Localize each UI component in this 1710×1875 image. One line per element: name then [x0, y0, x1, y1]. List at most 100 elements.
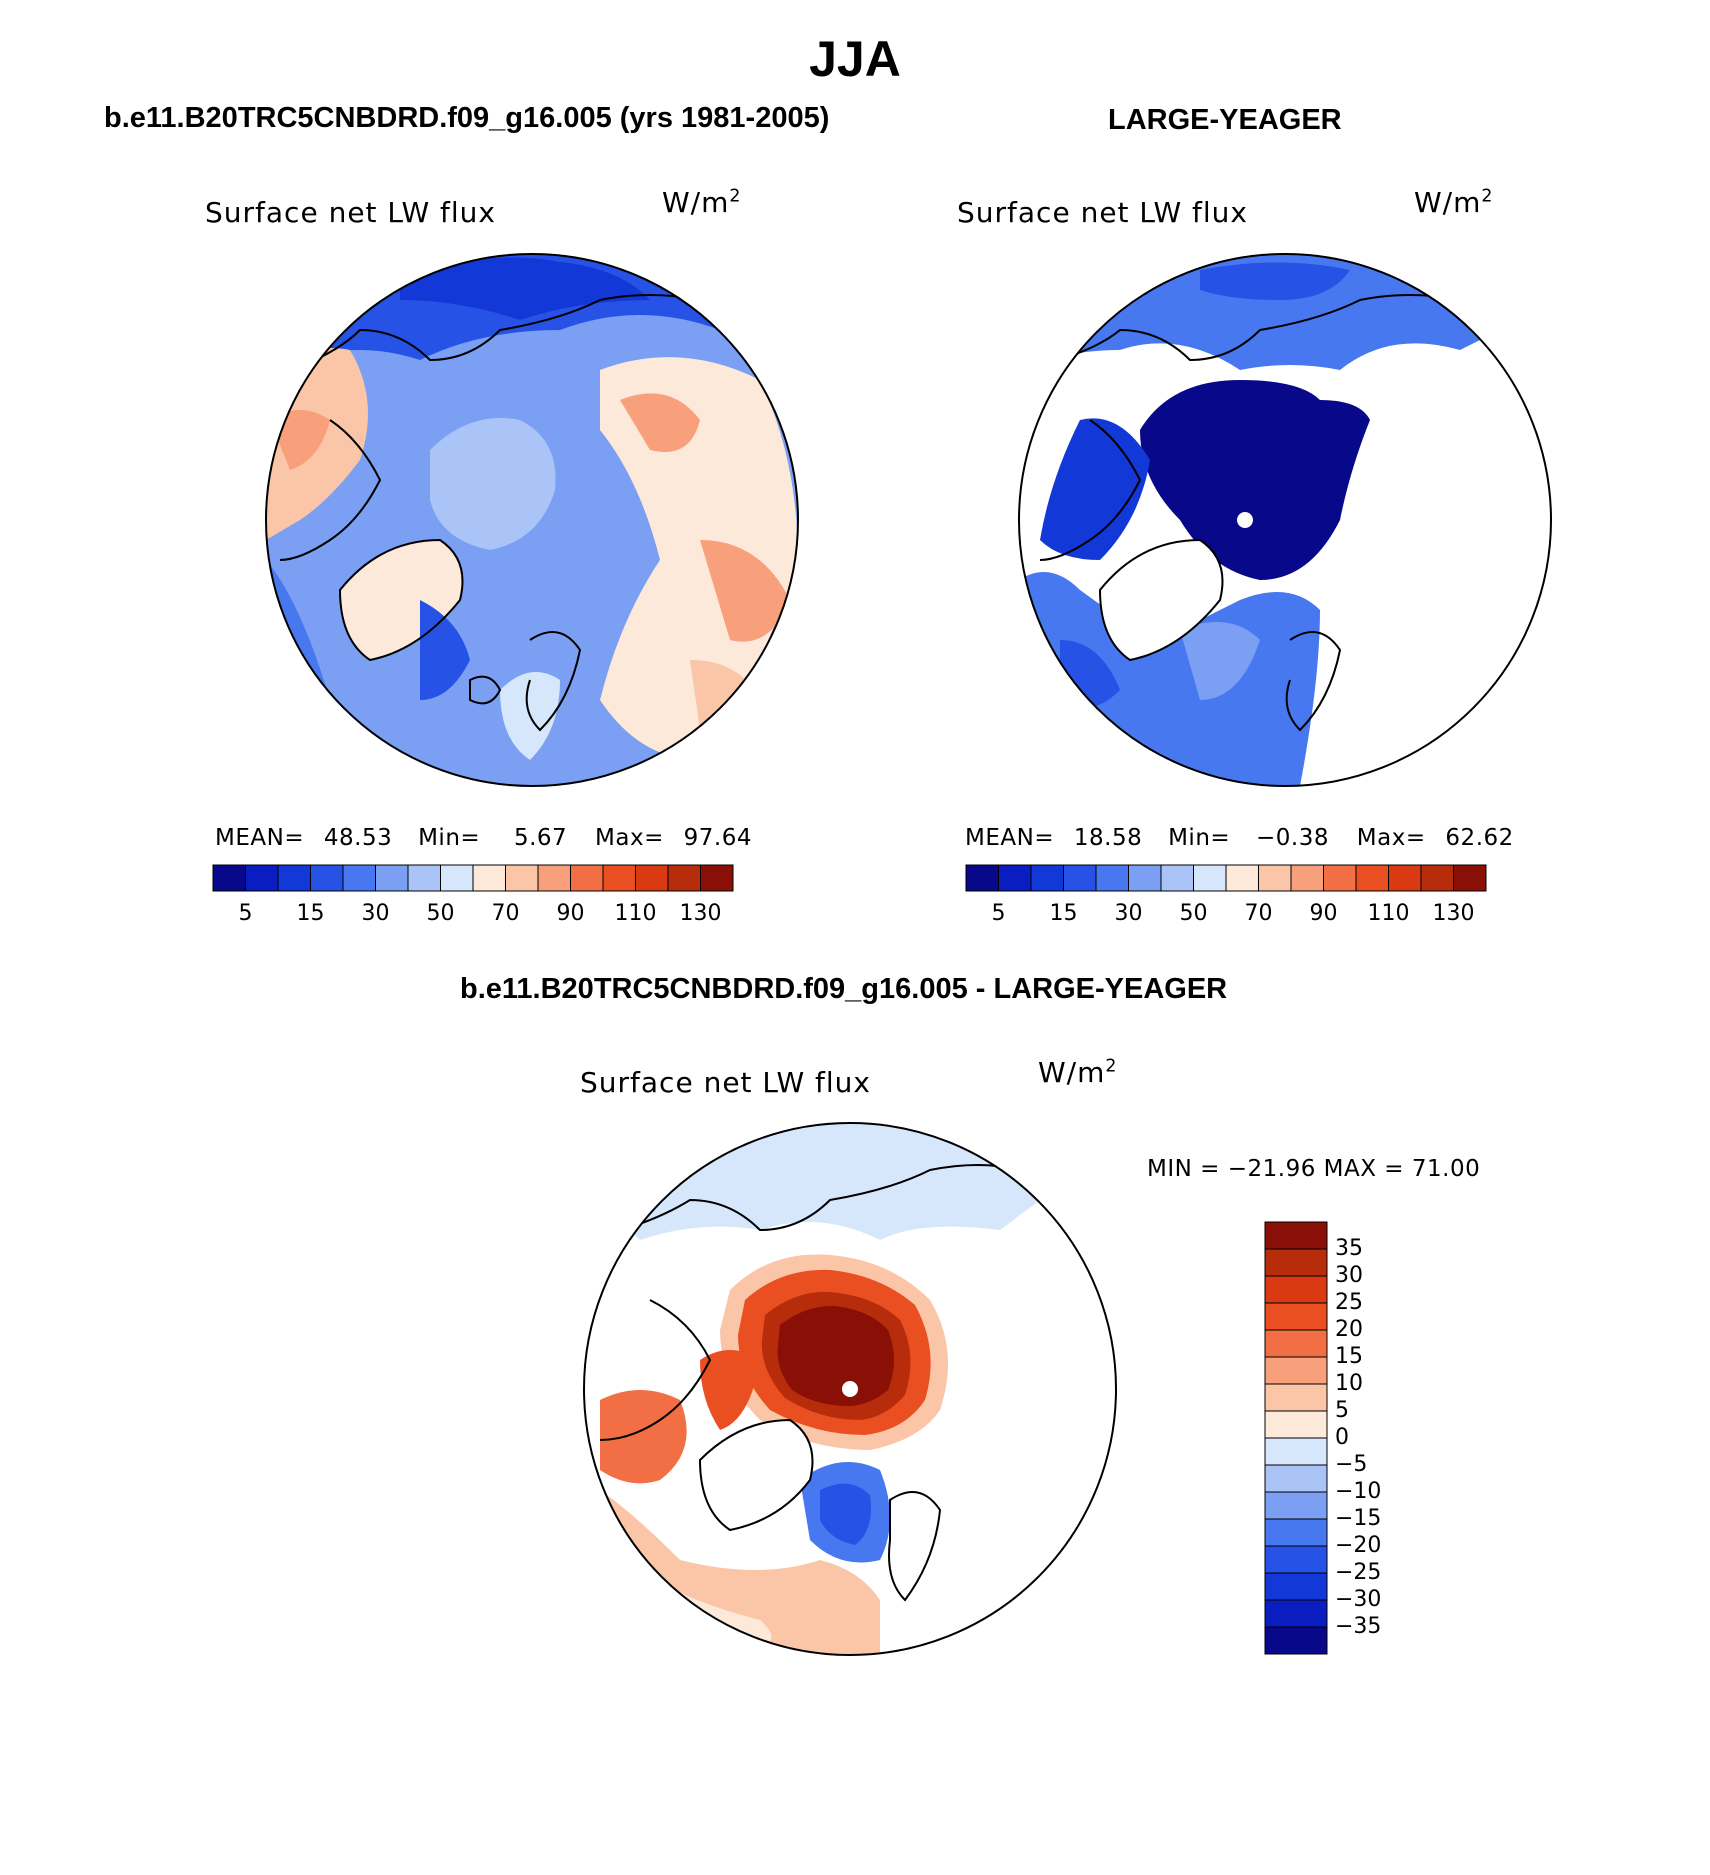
- colorbar-swatch: [1225, 864, 1259, 892]
- colorbar-tick-label: 110: [1367, 901, 1410, 926]
- colorbar-swatch: [1264, 1626, 1328, 1655]
- colorbar-tick-label: 30: [361, 901, 390, 926]
- colorbar-tick-label: 70: [1244, 901, 1273, 926]
- colorbar-swatch: [1264, 1518, 1328, 1547]
- colorbar-tick-label: 20: [1335, 1317, 1363, 1342]
- colorbar-swatch: [1160, 864, 1194, 892]
- colorbar-tick-label: −35: [1335, 1614, 1382, 1639]
- colorbar-tick-label: 130: [679, 901, 722, 926]
- colorbar-swatch: [375, 864, 409, 892]
- colorbar-swatch: [1264, 1329, 1328, 1358]
- diff-minmax: MIN = −21.96 MAX = 71.00: [1147, 1156, 1481, 1182]
- colorbar-swatch: [1264, 1356, 1328, 1385]
- colorbar-swatch: [1290, 864, 1324, 892]
- diff-map-frame: [583, 1122, 1117, 1656]
- colorbar-tick-label: 15: [1049, 901, 1078, 926]
- left-stats: MEAN= 48.53 Min= 5.67 Max= 97.64: [215, 825, 753, 851]
- colorbar-tick-label: −15: [1335, 1506, 1382, 1531]
- colorbar-swatch: [245, 864, 279, 892]
- colorbar-swatch: [1264, 1464, 1328, 1493]
- colorbar-tick-label: 5: [1335, 1398, 1349, 1423]
- left-colorbar: [212, 864, 734, 892]
- colorbar-tick-label: 35: [1335, 1236, 1363, 1261]
- right-panel-subtitle: LARGE-YEAGER: [1108, 104, 1342, 136]
- colorbar-swatch: [1264, 1275, 1328, 1304]
- diff-panel-subtitle: b.e11.B20TRC5CNBDRD.f09_g16.005 - LARGE-…: [460, 973, 1228, 1005]
- colorbar-swatch: [537, 864, 571, 892]
- right-stats: MEAN= 18.58 Min= −0.38 Max= 62.62: [965, 825, 1514, 851]
- colorbar-tick-label: 15: [1335, 1344, 1363, 1369]
- colorbar-tick-label: 30: [1114, 901, 1143, 926]
- diff-coastlines: [584, 1164, 1021, 1602]
- colorbar-swatch: [1264, 1383, 1328, 1412]
- colorbar-tick-label: 110: [614, 901, 657, 926]
- colorbar-swatch: [602, 864, 636, 892]
- right-polar-map: [1019, 254, 1551, 786]
- colorbar-swatch: [1264, 1572, 1328, 1601]
- colorbar-tick-label: 5: [991, 901, 1006, 926]
- colorbar-swatch: [505, 864, 539, 892]
- colorbar-tick-label: 5: [238, 901, 253, 926]
- figure-title: JJA: [809, 31, 901, 87]
- colorbar-swatch: [1193, 864, 1227, 892]
- colorbar-swatch: [1323, 864, 1357, 892]
- colorbar-swatch: [1128, 864, 1162, 892]
- colorbar-tick-label: 10: [1335, 1371, 1363, 1396]
- colorbar-tick-label: 50: [1179, 901, 1208, 926]
- colorbar-tick-label: 130: [1432, 901, 1475, 926]
- colorbar-tick-label: −20: [1335, 1533, 1382, 1558]
- right-colorbar: [965, 864, 1487, 892]
- colorbar-swatch: [277, 864, 311, 892]
- colorbar-swatch: [1264, 1437, 1328, 1466]
- colorbar-swatch: [1264, 1410, 1328, 1439]
- colorbar-swatch: [1453, 864, 1487, 892]
- diff-pole-hole: [842, 1381, 858, 1397]
- colorbar-swatch: [1264, 1599, 1328, 1628]
- left-panel-subtitle: b.e11.B20TRC5CNBDRD.f09_g16.005 (yrs 198…: [104, 102, 830, 134]
- colorbar-swatch: [440, 864, 474, 892]
- colorbar-swatch: [1420, 864, 1454, 892]
- colorbar-swatch: [667, 864, 701, 892]
- colorbar-tick-label: 0: [1335, 1425, 1349, 1450]
- colorbar-swatch: [1258, 864, 1292, 892]
- left-map-frame: [265, 253, 799, 787]
- colorbar-tick-label: −10: [1335, 1479, 1382, 1504]
- colorbar-tick-label: −30: [1335, 1587, 1382, 1612]
- colorbar-tick-label: 15: [296, 901, 325, 926]
- left-units-label: W/m2: [662, 186, 742, 219]
- colorbar-tick-label: 90: [1309, 901, 1338, 926]
- colorbar-swatch: [1095, 864, 1129, 892]
- colorbar-swatch: [998, 864, 1032, 892]
- colorbar-swatch: [1388, 864, 1422, 892]
- colorbar-tick-label: 90: [556, 901, 585, 926]
- colorbar-swatch: [570, 864, 604, 892]
- colorbar-tick-label: 50: [426, 901, 455, 926]
- colorbar-swatch: [1264, 1545, 1328, 1574]
- colorbar-tick-label: 25: [1335, 1290, 1363, 1315]
- diff-colorbar: [1264, 1221, 1328, 1655]
- colorbar-swatch: [1063, 864, 1097, 892]
- colorbar-swatch: [212, 864, 246, 892]
- right-coastlines: [1019, 294, 1461, 732]
- colorbar-swatch: [965, 864, 999, 892]
- colorbar-swatch: [1264, 1248, 1328, 1277]
- right-pole-hole: [1237, 512, 1253, 528]
- colorbar-swatch: [1030, 864, 1064, 892]
- colorbar-tick-label: 30: [1335, 1263, 1363, 1288]
- diff-units-label: W/m2: [1038, 1056, 1118, 1089]
- diff-variable-label: Surface net LW flux: [580, 1066, 871, 1099]
- colorbar-tick-label: 70: [491, 901, 520, 926]
- right-variable-label: Surface net LW flux: [957, 196, 1248, 229]
- right-map-frame: [1018, 253, 1552, 787]
- colorbar-swatch: [1264, 1491, 1328, 1520]
- colorbar-tick-label: −5: [1335, 1452, 1368, 1477]
- colorbar-swatch: [472, 864, 506, 892]
- right-units-label: W/m2: [1414, 186, 1494, 219]
- colorbar-swatch: [310, 864, 344, 892]
- colorbar-swatch: [635, 864, 669, 892]
- colorbar-swatch: [700, 864, 734, 892]
- colorbar-swatch: [1264, 1302, 1328, 1331]
- colorbar-swatch: [407, 864, 441, 892]
- colorbar-tick-label: −25: [1335, 1560, 1382, 1585]
